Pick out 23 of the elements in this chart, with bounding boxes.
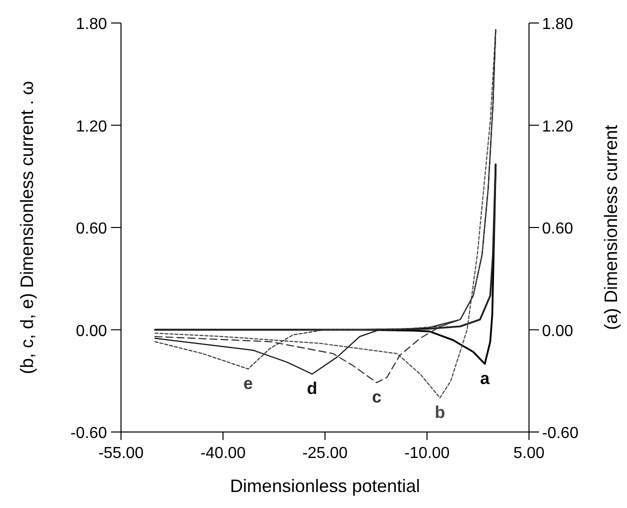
y2-tick-label: 0.60 [542,220,574,238]
y-axis-title: (b, c, d, e) Dimensionless current . ω [17,80,37,374]
series-label: c [372,388,382,407]
y-tick-label: 0.60 [76,220,108,238]
y2-tick-label: 1.80 [542,16,574,33]
x-tick-label: -55.00 [98,445,144,462]
series-label: e [243,374,253,393]
series-label: d [306,379,318,398]
series-label: a [480,368,490,388]
y-tick-label: 1.20 [76,118,108,136]
x-tick-label: -40.00 [200,445,246,462]
y2-tick-label: -0.60 [542,425,579,442]
y2-tick-label: 0.00 [542,322,574,340]
y2-axis-title: (a) Dimensionless current [601,124,621,330]
y2-tick-label: 1.20 [542,118,574,136]
x-tick-label: 5.00 [513,445,545,462]
x-axis-title: Dimensionless potential [230,476,420,496]
y-tick-label: 0.00 [76,322,108,340]
y-tick-label: -0.60 [70,425,108,442]
x-tick-label: -10.00 [404,445,450,462]
series-label: b [434,402,446,422]
y-tick-label: 1.80 [76,16,108,33]
x-tick-label: -25.00 [302,445,348,462]
